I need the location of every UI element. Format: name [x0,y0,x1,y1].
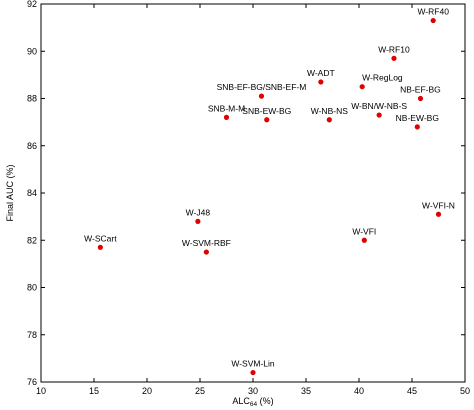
data-labels: W-RF40 W-RF10 W-ADT W-RegLog SNB-EF-BG/SNB-E… [84,7,455,369]
y-tick-label: 88 [27,94,37,104]
point-label: W-ADT [307,68,335,78]
point-label: W-RF10 [378,44,410,54]
point-label: W-BN/W-NB-S [351,101,407,111]
x-tick-label: 35 [301,386,311,396]
data-point [250,369,256,376]
point-label: W-RegLog [362,73,403,83]
y-tick-label: 76 [27,377,37,387]
y-tick-label: 80 [27,283,37,293]
point-label: W-NB-NS [311,106,348,116]
y-tick-label: 78 [27,330,37,340]
x-tick-label: 40 [354,386,364,396]
x-tick-label: 30 [248,386,258,396]
x-axis-label-main: ALC [232,396,250,406]
y-tick-label: 82 [27,235,37,245]
y-axis: 76 78 80 82 84 86 88 90 92 [27,0,465,387]
point-label: W-J48 [186,207,211,217]
data-point [326,117,332,123]
point-label: W-SVM-Lin [231,359,275,369]
data-point [195,218,201,224]
x-tick-label: 45 [407,386,417,396]
x-tick-label: 25 [195,386,205,396]
data-points [97,17,442,376]
y-tick-label: 84 [27,188,37,198]
data-point [435,211,442,217]
data-point [223,114,230,120]
x-tick-label: 50 [460,386,470,396]
x-tick-label: 20 [142,386,152,396]
data-point [203,249,209,255]
data-point [361,237,367,243]
point-label: W-SVM-RBF [182,238,231,248]
point-label: NB-EF-BG [400,85,441,95]
x-axis: 10 15 20 25 30 35 40 45 50 [36,4,470,396]
data-point [391,55,397,61]
point-label: SNB-M-M [208,103,245,113]
point-label: W-VFI-N [422,200,455,210]
point-label: W-SCart [84,233,117,243]
y-tick-label: 90 [27,46,37,56]
point-label: SNB-EW-BG [242,106,291,116]
x-tick-label: 15 [89,386,99,396]
data-point [417,95,424,102]
data-point [359,84,365,90]
point-label: W-VFI [352,226,376,236]
data-point [258,93,265,99]
y-axis-label: Final AUC (%) [5,164,15,221]
data-point [376,112,382,118]
point-label: W-RF40 [417,7,449,17]
data-point [318,79,324,85]
data-point [414,124,420,130]
data-point [97,244,103,250]
y-tick-label: 92 [27,0,37,9]
point-label: SNB-EF-BG/SNB-EF-M [217,82,307,92]
data-point [430,17,436,24]
x-tick-label: 10 [36,386,46,396]
x-axis-label-subscript: 64 [250,401,258,408]
x-axis-label-unit: (%) [257,396,274,406]
x-axis-label: ALC64 (%) [232,396,273,408]
y-tick-label: 86 [27,141,37,151]
plot-frame [40,3,466,383]
point-label: NB-EW-BG [396,113,439,123]
data-point [264,117,270,123]
